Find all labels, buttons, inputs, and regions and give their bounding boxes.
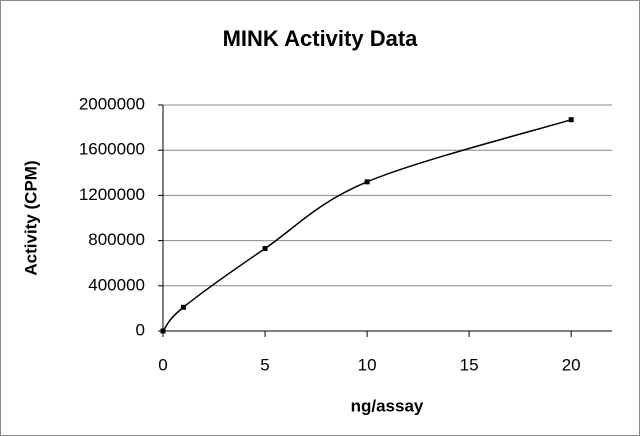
y-axis-label: Activity (CPM) xyxy=(21,160,40,275)
y-tick-label: 1600000 xyxy=(79,140,145,159)
y-tick-label: 400000 xyxy=(88,275,145,294)
y-tick-label: 0 xyxy=(136,320,145,339)
x-axis-label: ng/assay xyxy=(351,396,424,415)
x-tick-label: 20 xyxy=(562,355,581,374)
data-point xyxy=(160,328,166,334)
data-point xyxy=(180,304,186,310)
x-tick-label: 5 xyxy=(260,355,269,374)
y-tick-label: 2000000 xyxy=(79,94,145,113)
y-tick-label: 1200000 xyxy=(79,185,145,204)
y-tick-label: 800000 xyxy=(88,230,145,249)
chart-title: MINK Activity Data xyxy=(223,26,419,51)
data-point xyxy=(568,117,574,123)
data-point xyxy=(364,179,370,185)
x-tick-label: 15 xyxy=(460,355,479,374)
x-tick-label: 10 xyxy=(358,355,377,374)
x-tick-label: 0 xyxy=(158,355,167,374)
data-point xyxy=(262,246,268,252)
